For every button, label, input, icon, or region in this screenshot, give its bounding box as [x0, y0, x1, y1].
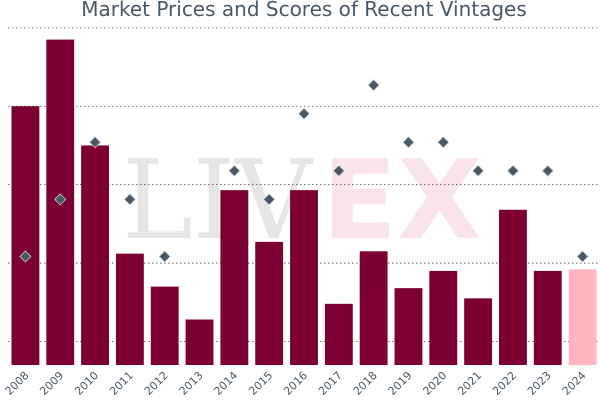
score-marker-2019 — [402, 136, 415, 149]
score-marker-2015 — [263, 193, 276, 206]
x-tick-label: 2022 — [490, 369, 519, 398]
x-tick-label: 2018 — [351, 369, 380, 398]
x-tick-label: 2010 — [72, 369, 101, 398]
svg-text:EX: EX — [322, 136, 482, 264]
bar-2017 — [324, 303, 353, 365]
x-tick-label: 2015 — [246, 369, 275, 398]
bar-2012 — [150, 286, 179, 365]
bar-2021 — [464, 298, 493, 365]
score-marker-2016 — [297, 107, 311, 120]
bar-2018 — [359, 251, 388, 365]
chart-title: Market Prices and Scores of Recent Vinta… — [81, 0, 527, 21]
x-tick-label: 2013 — [177, 369, 206, 398]
bar-2016 — [290, 190, 318, 365]
score-marker-2018 — [367, 79, 380, 92]
x-tick-label: 2016 — [281, 369, 310, 398]
x-tick-label: 2011 — [107, 369, 136, 398]
x-tick-label: 2009 — [37, 369, 66, 398]
bars — [11, 39, 597, 366]
score-marker-2017 — [332, 164, 345, 177]
x-tick-label: 2021 — [455, 369, 484, 398]
score-marker-2010 — [88, 136, 102, 149]
x-tick-label: 2012 — [142, 369, 171, 398]
x-tick-label: 2023 — [525, 369, 554, 398]
score-marker-2009 — [54, 193, 67, 206]
score-marker-2014 — [228, 164, 241, 177]
bar-2020 — [429, 270, 458, 365]
bar-2019 — [394, 288, 423, 365]
x-tick-labels: 2008 2009 2010 2011 2012 2013 2014 2015 2016 2017… — [3, 369, 589, 398]
score-marker-2021 — [472, 164, 485, 177]
x-tick-label: 2008 — [3, 369, 32, 398]
bar-2023 — [533, 270, 562, 365]
score-marker-2012 — [158, 250, 171, 263]
x-tick-label: 2020 — [420, 369, 449, 398]
bar-2010 — [81, 145, 109, 365]
bar-2008 — [11, 106, 40, 365]
score-marker-2023 — [541, 164, 554, 177]
score-marker-2024 — [576, 250, 589, 263]
score-marker-2020 — [437, 136, 450, 149]
score-marker-2008 — [19, 250, 32, 263]
x-tick-label: 2019 — [386, 369, 415, 398]
bar-2013 — [185, 319, 214, 365]
x-tick-label: 2017 — [316, 369, 345, 398]
svg-text:LIV: LIV — [122, 136, 314, 264]
bar-2011 — [115, 253, 144, 365]
watermark: LIV EX — [122, 136, 482, 264]
score-markers — [19, 79, 589, 263]
bar-2014 — [220, 190, 249, 365]
bar-2024 — [568, 269, 597, 365]
bar-2015 — [255, 241, 284, 365]
bar-2022 — [499, 209, 527, 365]
score-marker-2022 — [506, 164, 520, 177]
x-tick-label: 2024 — [560, 369, 589, 398]
x-tick-label: 2014 — [211, 369, 240, 398]
score-marker-2011 — [123, 193, 136, 206]
